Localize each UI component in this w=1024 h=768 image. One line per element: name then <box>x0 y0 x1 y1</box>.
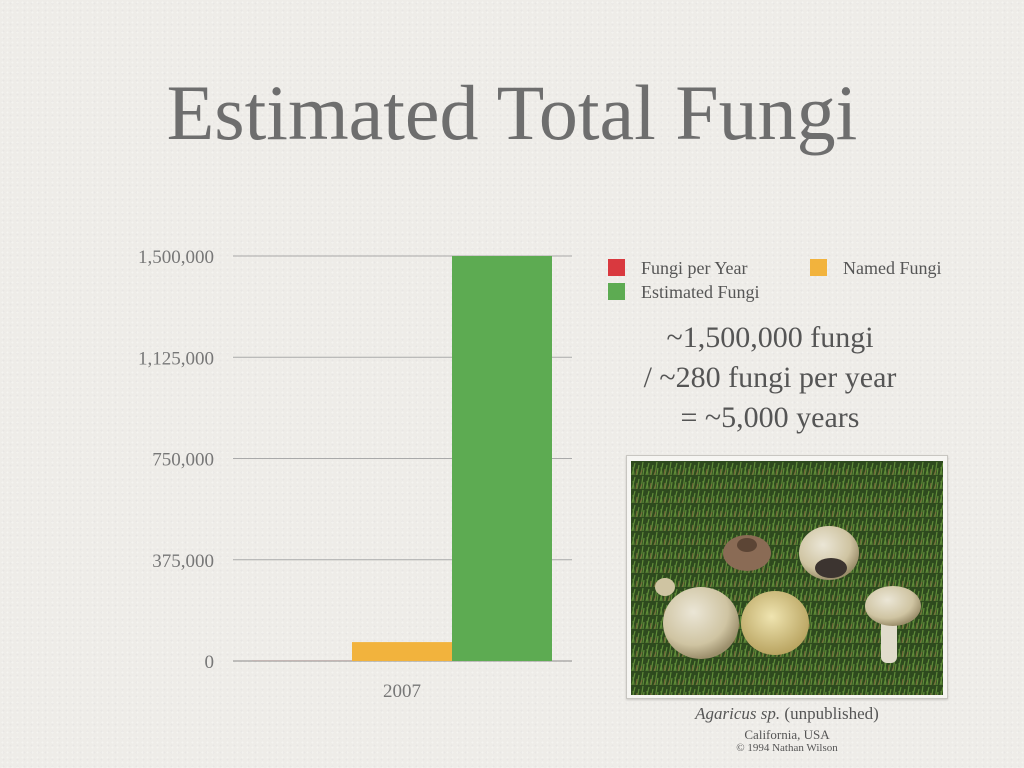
calc-line-result: = ~5,000 years <box>680 401 860 434</box>
photo-location: California, USA <box>744 727 830 742</box>
photo-credit: © 1994 Nathan Wilson <box>736 742 838 754</box>
photo-caption: Agaricus sp. (unpublished) <box>626 704 948 724</box>
bar-chart: 0 375,000 750,000 1,125,000 1,500,000 2007 <box>138 247 572 702</box>
y-tick-label: 0 <box>205 652 215 673</box>
calc-line-total: ~1,500,000 fungi <box>666 321 874 354</box>
legend-swatch-estimated-fungi <box>608 283 625 300</box>
legend-label-fungi-per-year: Fungi per Year <box>641 258 748 278</box>
legend-label-estimated-fungi: Estimated Fungi <box>641 282 760 302</box>
x-tick-label: 2007 <box>383 681 421 702</box>
calc-line-rate: / ~280 fungi per year <box>643 361 897 394</box>
y-tick-label: 1,500,000 <box>138 247 214 268</box>
legend-item-fungi-per-year: Fungi per Year <box>608 258 748 279</box>
bar-estimated-fungi <box>452 256 552 661</box>
mushroom-photo <box>626 455 948 699</box>
legend-item-estimated-fungi: Estimated Fungi <box>608 282 760 303</box>
photo-caption-note: (unpublished) <box>780 704 879 723</box>
legend-item-named-fungi: Named Fungi <box>810 258 942 279</box>
photo-caption-species: Agaricus sp. <box>695 704 781 723</box>
agaricus-mushrooms-image <box>631 461 943 695</box>
y-tick-label: 1,125,000 <box>138 348 214 369</box>
legend-label-named-fungi: Named Fungi <box>843 258 942 278</box>
calculation-text: ~1,500,000 fungi / ~280 fungi per year =… <box>600 318 940 438</box>
legend-swatch-named-fungi <box>810 259 827 276</box>
legend-swatch-fungi-per-year <box>608 259 625 276</box>
y-tick-label: 375,000 <box>152 551 214 572</box>
y-tick-label: 750,000 <box>152 450 214 471</box>
bar-named-fungi <box>352 642 452 661</box>
slide-title: Estimated Total Fungi <box>166 69 858 156</box>
